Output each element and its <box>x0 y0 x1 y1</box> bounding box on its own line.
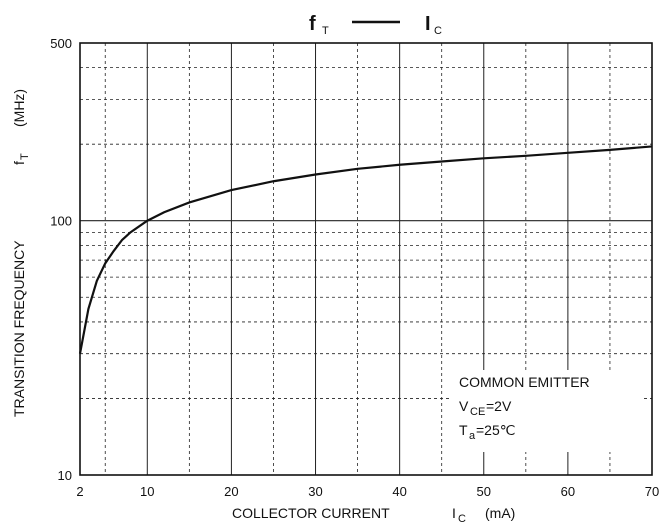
x-axis-title-subscript: C <box>458 513 466 525</box>
data-points <box>79 146 653 354</box>
y-axis-title: TRANSITION FREQUENCY f T (MHz) <box>11 89 31 417</box>
x-tick-label: 60 <box>561 484 575 499</box>
title-subscript-c: C <box>434 25 442 37</box>
y-tick-label: 100 <box>50 214 72 229</box>
annotation-vce-sub: CE <box>470 406 485 418</box>
chart-title: f T I C <box>309 13 442 37</box>
x-tick-label: 40 <box>392 484 406 499</box>
y-axis-title-main: TRANSITION FREQUENCY <box>11 240 27 417</box>
series-line-ft <box>78 145 653 354</box>
annotation-vce-symbol: V <box>459 398 469 414</box>
plot-frame <box>79 42 653 476</box>
y-axis-title-symbol: f <box>11 161 27 165</box>
title-symbol-ic: I <box>425 13 431 35</box>
y-tick-labels: 10 100 500 <box>50 36 72 483</box>
x-axis-title-symbol: I <box>452 505 456 521</box>
annotation-ta-symbol: T <box>459 422 468 438</box>
title-subscript-t: T <box>322 25 329 37</box>
x-axis-title-unit: (mA) <box>485 505 515 521</box>
condition-annotation: COMMON EMITTER V CE =2V T a =25℃ <box>452 370 642 452</box>
annotation-line-common-emitter: COMMON EMITTER <box>459 374 590 390</box>
y-axis-title-unit: (MHz) <box>11 89 27 127</box>
x-tick-labels: 2 10 20 30 40 50 60 70 <box>76 484 659 499</box>
x-tick-label: 70 <box>645 484 659 499</box>
y-tick-label: 10 <box>58 468 72 483</box>
x-tick-label: 10 <box>140 484 154 499</box>
y-tick-label: 500 <box>50 36 72 51</box>
x-tick-label: 50 <box>477 484 491 499</box>
x-tick-label: 2 <box>76 484 83 499</box>
annotation-ta-sub: a <box>469 430 476 442</box>
annotation-ta-value: =25℃ <box>476 422 515 438</box>
x-tick-label: 30 <box>308 484 322 499</box>
title-symbol-ft: f <box>309 13 316 35</box>
annotation-background <box>452 370 642 452</box>
annotation-vce-value: =2V <box>486 398 512 414</box>
y-axis-title-subscript: T <box>19 153 31 160</box>
x-axis-title-main: COLLECTOR CURRENT <box>232 505 390 521</box>
x-tick-label: 20 <box>224 484 238 499</box>
x-axis-title: COLLECTOR CURRENT I C (mA) <box>232 505 515 525</box>
